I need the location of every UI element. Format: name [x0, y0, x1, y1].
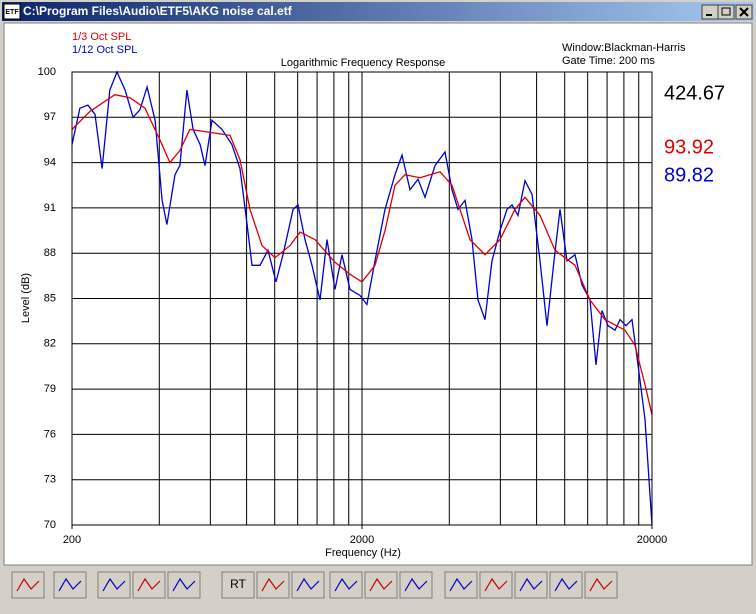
y-tick-label: 73	[44, 474, 56, 486]
title-bar	[2, 2, 754, 21]
app-icon	[3, 3, 21, 20]
window-title: C:\Program Files\Audio\ETF5\AKG noise ca…	[23, 4, 293, 18]
y-tick-label: 76	[44, 428, 56, 440]
toolbar-icon	[296, 577, 320, 592]
toolbar-icon	[554, 577, 578, 592]
toolbar-icon	[519, 577, 543, 592]
y-tick-label: 79	[44, 383, 56, 395]
y-tick-label: 85	[44, 292, 56, 304]
toolbar-icon	[261, 577, 285, 592]
readout: 89.82	[664, 164, 714, 186]
toolbar-icon	[404, 577, 428, 592]
toolbar-button[interactable]	[329, 571, 363, 599]
chart-title: Logarithmic Frequency Response	[281, 57, 445, 69]
toolbar-icon	[334, 577, 358, 592]
series-line	[71, 70, 653, 526]
toolbar-icon	[16, 577, 40, 592]
window-annotation: Window:Blackman-Harris	[562, 42, 686, 54]
y-axis-label: Level (dB)	[20, 273, 32, 323]
maximize-button[interactable]	[717, 4, 735, 20]
toolbar-icon	[102, 577, 126, 592]
y-tick-label: 94	[44, 157, 56, 169]
toolbar-icon	[58, 577, 82, 592]
toolbar-buttons: RT	[11, 571, 618, 599]
app-icon-label: ETF	[5, 9, 19, 16]
chart	[71, 70, 653, 526]
toolbar-icon	[137, 577, 161, 592]
x-tick-label: 20000	[637, 534, 668, 546]
toolbar-icon	[172, 577, 196, 592]
y-tick-label: 91	[44, 202, 56, 214]
toolbar-button[interactable]	[444, 571, 478, 599]
y-tick-label: 82	[44, 338, 56, 350]
toolbar-icon	[589, 577, 613, 592]
y-tick-label: 70	[44, 519, 56, 531]
maximize-glyph	[721, 7, 731, 16]
toolbar-icon	[484, 577, 508, 592]
toolbar-icon	[369, 577, 393, 592]
readout: 93.92	[664, 136, 714, 158]
x-tick-label: 2000	[350, 534, 374, 546]
toolbar-button-label: RT	[230, 577, 246, 591]
gate-annotation: Gate Time: 200 ms	[562, 55, 655, 67]
x-axis-label: Frequency (Hz)	[325, 547, 401, 559]
toolbar-icon	[449, 577, 473, 592]
series-line	[71, 94, 653, 415]
close-glyph	[739, 7, 749, 17]
toolbar-button[interactable]	[221, 571, 255, 599]
y-tick-label: 97	[44, 111, 56, 123]
title-buttons	[701, 4, 753, 20]
y-tick-label: 100	[38, 66, 56, 78]
minimize-button[interactable]	[701, 4, 719, 20]
x-tick-label: 200	[63, 534, 81, 546]
legend-entry: 1/12 Oct SPL	[72, 44, 137, 56]
readout: 424.67	[664, 82, 725, 104]
legend-entry: 1/3 Oct SPL	[72, 31, 131, 43]
y-tick-label: 88	[44, 247, 56, 259]
